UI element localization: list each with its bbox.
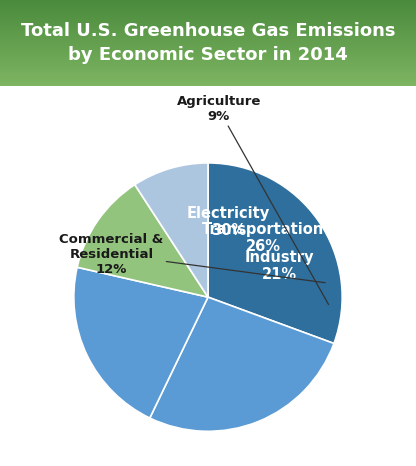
Text: Commercial &
Residential
12%: Commercial & Residential 12% — [59, 233, 325, 283]
Text: Agriculture
9%: Agriculture 9% — [176, 95, 329, 304]
Wedge shape — [135, 163, 208, 297]
Text: Electricity
30%: Electricity 30% — [186, 206, 270, 238]
Text: Total U.S. Greenhouse Gas Emissions
by Economic Sector in 2014: Total U.S. Greenhouse Gas Emissions by E… — [21, 22, 395, 64]
Wedge shape — [208, 163, 342, 343]
Text: Industry
21%: Industry 21% — [245, 250, 314, 282]
Wedge shape — [77, 185, 208, 297]
Wedge shape — [74, 267, 208, 418]
Wedge shape — [150, 297, 334, 432]
Text: Transportation
26%: Transportation 26% — [202, 222, 324, 254]
